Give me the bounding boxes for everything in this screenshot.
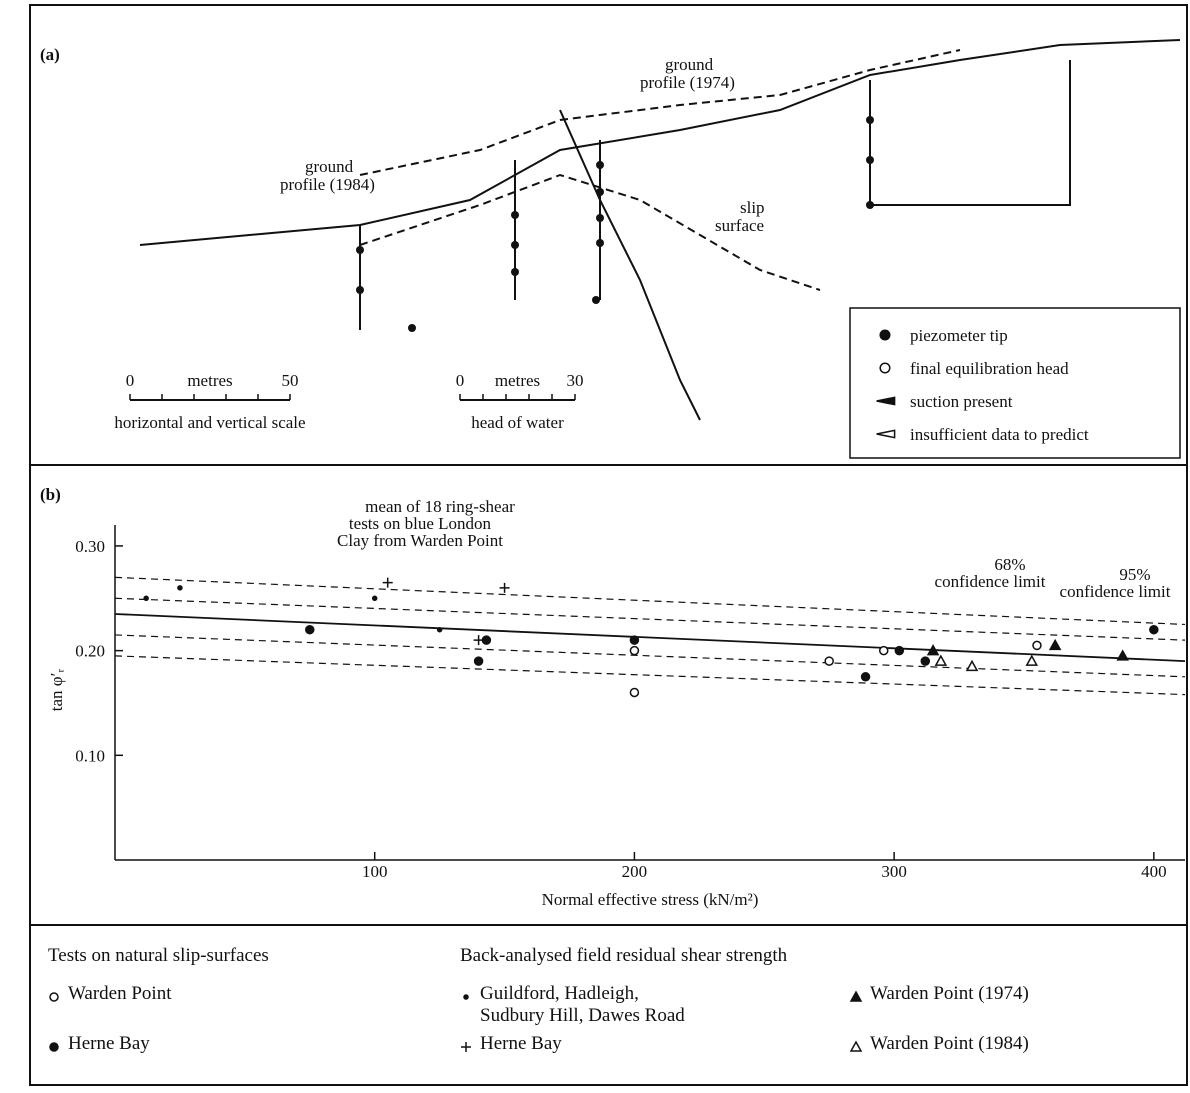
key-entry: Warden Point (1984) bbox=[870, 1033, 1029, 1055]
label: (b) bbox=[40, 485, 61, 504]
marker bbox=[880, 647, 888, 655]
marker bbox=[50, 993, 58, 1001]
outline bbox=[870, 60, 1070, 205]
label: confidence limit bbox=[1060, 582, 1171, 601]
label: final equilibration head bbox=[910, 359, 1069, 378]
marker bbox=[50, 1043, 58, 1051]
label: suction present bbox=[910, 392, 1013, 411]
piezometers bbox=[356, 116, 874, 332]
label: (a) bbox=[40, 45, 60, 64]
label: profile (1984) bbox=[280, 175, 375, 194]
marker bbox=[464, 995, 468, 999]
label: metres bbox=[495, 371, 540, 390]
label: profile (1974) bbox=[640, 73, 735, 92]
label: 0.20 bbox=[75, 642, 105, 661]
label: head of water bbox=[471, 413, 564, 432]
marker bbox=[383, 578, 393, 588]
ground-profile-1984 bbox=[140, 40, 1180, 245]
label: tan φ′ᵣ bbox=[47, 669, 66, 712]
marker bbox=[144, 596, 148, 600]
frame bbox=[30, 5, 1187, 1085]
piezometer-tip bbox=[866, 201, 874, 209]
label: Clay from Warden Point bbox=[337, 531, 503, 550]
label: Normal effective stress (kN/m²) bbox=[542, 890, 759, 909]
marker bbox=[921, 657, 929, 665]
label: 50 bbox=[282, 371, 299, 390]
marker bbox=[825, 657, 833, 665]
marker bbox=[851, 1042, 861, 1051]
marker bbox=[438, 628, 442, 632]
label: horizontal and vertical scale bbox=[114, 413, 305, 432]
marker bbox=[1033, 641, 1041, 649]
marker bbox=[500, 583, 510, 593]
marker bbox=[475, 657, 483, 665]
label: metres bbox=[187, 371, 232, 390]
piezometer-tip bbox=[408, 324, 416, 332]
marker bbox=[895, 647, 903, 655]
piezometer-tip bbox=[511, 241, 519, 249]
marker bbox=[880, 330, 890, 340]
key-entry: Guildford, Hadleigh, Sudbury Hill, Dawes… bbox=[480, 983, 685, 1027]
label: 200 bbox=[622, 862, 648, 881]
label: 0.30 bbox=[75, 537, 105, 556]
reference-line bbox=[115, 635, 1185, 677]
reference-line bbox=[115, 614, 1185, 661]
label: slip bbox=[740, 198, 765, 217]
marker bbox=[936, 656, 946, 665]
label: insufficient data to predict bbox=[910, 425, 1089, 444]
piezometer-tip bbox=[596, 188, 604, 196]
label: 0.10 bbox=[75, 746, 105, 765]
label: surface bbox=[715, 216, 764, 235]
piezometer-tip bbox=[356, 246, 364, 254]
reference-line bbox=[115, 598, 1185, 640]
piezometer-tip bbox=[866, 156, 874, 164]
marker bbox=[630, 647, 638, 655]
label: 30 bbox=[567, 371, 584, 390]
piezometer-tip bbox=[596, 239, 604, 247]
label: 100 bbox=[362, 862, 388, 881]
piezometer-tip bbox=[511, 211, 519, 219]
key-entry: Herne Bay bbox=[68, 1033, 150, 1055]
page: (a)groundprofile (1974)groundprofile (19… bbox=[0, 0, 1190, 1093]
label: ground bbox=[305, 157, 354, 176]
reference-line bbox=[115, 656, 1185, 695]
key-entry: Warden Point bbox=[68, 983, 171, 1005]
piezometer-tip bbox=[511, 268, 519, 276]
piezometer-tip bbox=[596, 161, 604, 169]
key-title: Back-analysed field residual shear stren… bbox=[460, 945, 787, 967]
label: 0 bbox=[456, 371, 465, 390]
key-entry: Herne Bay bbox=[480, 1033, 562, 1055]
marker bbox=[967, 661, 977, 670]
piezometer-tip bbox=[592, 296, 600, 304]
label: confidence limit bbox=[935, 572, 1046, 591]
label: 300 bbox=[881, 862, 907, 881]
key-entry: Warden Point (1974) bbox=[870, 983, 1029, 1005]
label: ground bbox=[665, 55, 714, 74]
marker bbox=[1050, 640, 1060, 649]
marker bbox=[630, 689, 638, 697]
marker bbox=[1118, 651, 1128, 660]
marker bbox=[306, 626, 314, 634]
marker bbox=[461, 1042, 471, 1052]
label: 400 bbox=[1141, 862, 1167, 881]
marker bbox=[1150, 626, 1158, 634]
piezometer-tip bbox=[356, 286, 364, 294]
marker bbox=[880, 363, 890, 373]
piezometer-tip bbox=[596, 214, 604, 222]
marker bbox=[630, 636, 638, 644]
label: piezometer tip bbox=[910, 326, 1008, 345]
marker bbox=[373, 596, 377, 600]
marker bbox=[474, 635, 484, 645]
marker bbox=[851, 992, 861, 1001]
marker bbox=[862, 673, 870, 681]
marker bbox=[1027, 656, 1037, 665]
marker bbox=[178, 586, 182, 590]
key-title: Tests on natural slip-surfaces bbox=[48, 945, 269, 967]
label: 0 bbox=[126, 371, 135, 390]
piezometer-tip bbox=[866, 116, 874, 124]
figure: (a)groundprofile (1974)groundprofile (19… bbox=[0, 0, 1190, 1093]
